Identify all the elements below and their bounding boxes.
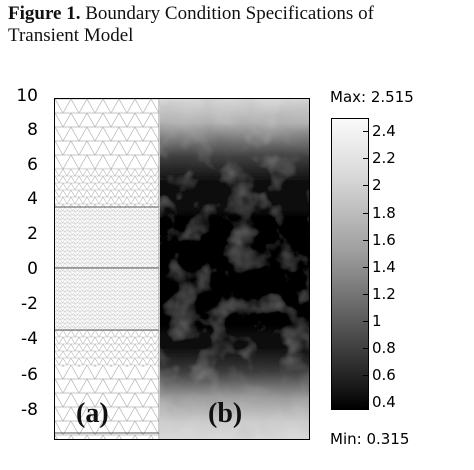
colorbar-tick	[363, 402, 369, 403]
plot-svg	[55, 99, 309, 439]
figure-caption: Figure 1. Boundary Condition Specificati…	[8, 3, 468, 47]
colorbar-tick	[363, 158, 369, 159]
figure-title-line2: Transient Model	[8, 25, 134, 46]
colorbar-tick	[363, 185, 369, 186]
y-tick-label: 8	[27, 120, 38, 140]
colorbar-tick-label: 1.2	[372, 285, 396, 303]
y-tick-label: 2	[27, 224, 38, 244]
colorbar	[331, 118, 369, 410]
colorbar-min-label: Min: 0.315	[330, 430, 410, 448]
colorbar-tick	[363, 294, 369, 295]
y-tick-label: -8	[21, 400, 38, 420]
colorbar-tick-label: 1	[372, 312, 382, 330]
y-tick-label: -2	[21, 294, 38, 314]
colorbar-tick-label: 1.4	[372, 258, 396, 276]
figure-title-line1: Boundary Condition Specifications of	[80, 3, 374, 24]
y-tick-label: -6	[21, 365, 38, 385]
colorbar-tick-label: 1.6	[372, 231, 396, 249]
colorbar-tick	[363, 131, 369, 132]
colorbar-tick	[363, 213, 369, 214]
y-tick-label: 4	[27, 189, 38, 209]
colorbar-tick	[363, 267, 369, 268]
figure-label: Figure 1.	[8, 3, 81, 24]
y-tick-label: 6	[27, 155, 38, 175]
colorbar-tick-label: 0.6	[372, 366, 396, 384]
panel-a-label: (a)	[76, 398, 109, 429]
colorbar-tick-label: 2.2	[372, 149, 396, 167]
y-tick-label: 0	[27, 259, 38, 279]
colorbar-tick-label: 2.4	[372, 122, 396, 140]
field-panel-b	[160, 99, 309, 439]
colorbar-tick	[363, 240, 369, 241]
colorbar-max-label: Max: 2.515	[330, 88, 414, 106]
y-tick-label: -4	[21, 329, 38, 349]
colorbar-tick	[363, 375, 369, 376]
colorbar-tick-label: 1.8	[372, 204, 396, 222]
colorbar-tick-label: 0.8	[372, 339, 396, 357]
mesh-panel-a	[55, 99, 160, 439]
colorbar-tick	[363, 321, 369, 322]
plot-frame	[54, 98, 310, 440]
y-tick-label: 10	[16, 86, 38, 106]
panel-b-label: (b)	[208, 398, 243, 429]
colorbar-tick	[363, 348, 369, 349]
colorbar-tick-label: 2	[372, 176, 382, 194]
colorbar-tick-label: 0.4	[372, 393, 396, 411]
